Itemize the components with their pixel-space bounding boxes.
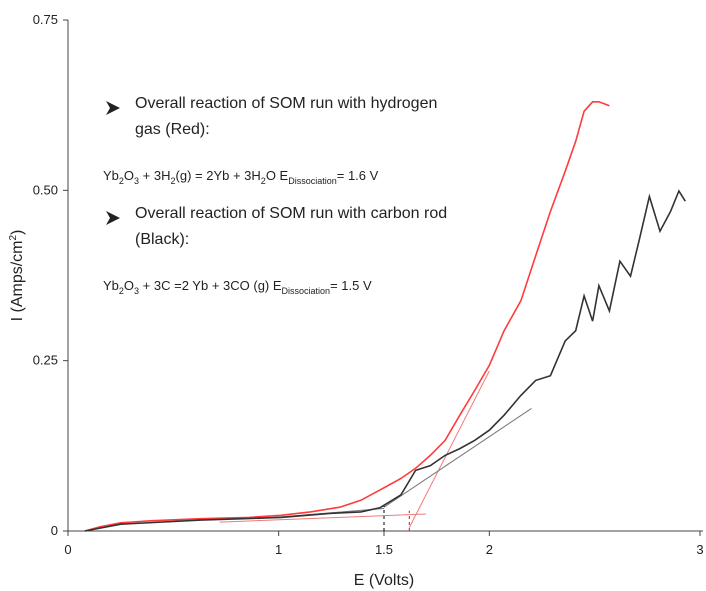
y-axis-label-part: I (Amps/cm (9, 241, 26, 322)
x-tick-label: 1.5 (375, 542, 393, 557)
equation-part: 2 (261, 176, 266, 186)
series-line (84, 189, 686, 532)
equation: Yb2O3 + 3C =2 Yb + 3CO (g) EDissociation… (103, 278, 372, 296)
equation: Yb2O3 + 3H2(g) = 2Yb + 3H2O EDissociatio… (103, 168, 379, 186)
equation-part: (g) = 2Yb + 3H (176, 168, 261, 183)
x-tick-label: 1 (275, 542, 282, 557)
series-line (84, 101, 610, 532)
y-tick-label: 0 (51, 523, 58, 538)
equation-part: Yb (103, 168, 119, 183)
x-tick-label: 3 (696, 542, 703, 557)
equation-part: O E (266, 168, 289, 183)
note-text: gas (Red): (135, 121, 210, 138)
equation-part: 2 (171, 176, 176, 186)
y-axis-label: I (Amps/cm2) (8, 230, 26, 322)
note-text: Overall reaction of SOM run with hydroge… (135, 95, 437, 112)
equation-part: Dissociation (282, 286, 331, 296)
equation-part: + 3C =2 Yb + 3CO (g) E (139, 278, 282, 293)
equation-part: 3 (134, 176, 139, 186)
x-tick-label: 2 (486, 542, 493, 557)
equation-part: 2 (119, 176, 124, 186)
tangent-line (383, 407, 532, 508)
y-tick-label: 0.50 (33, 182, 58, 197)
equation-part: Yb (103, 278, 119, 293)
equation-part: O (124, 278, 134, 293)
note-text: Overall reaction of SOM run with carbon … (135, 205, 447, 222)
x-tick-label: 0 (64, 542, 71, 557)
y-tick-label: 0.75 (33, 12, 58, 27)
tangent-line (219, 513, 427, 523)
y-axis-label-part: ) (9, 230, 26, 235)
equation-part: O (124, 168, 134, 183)
equation-part: + 3H (139, 168, 170, 183)
bullet (106, 211, 120, 225)
note-text: (Black): (135, 231, 189, 248)
y-axis-label-part: 2 (8, 235, 19, 241)
tangent-line (408, 370, 490, 528)
equation-part: Dissociation (288, 176, 337, 186)
equation-part: = 1.6 V (337, 168, 379, 183)
equation-part: 2 (119, 286, 124, 296)
equation-part: = 1.5 V (330, 278, 372, 293)
x-axis-label: E (Volts) (354, 572, 414, 589)
bullet (106, 101, 120, 115)
equation-part: 3 (134, 286, 139, 296)
y-tick-label: 0.25 (33, 353, 58, 368)
